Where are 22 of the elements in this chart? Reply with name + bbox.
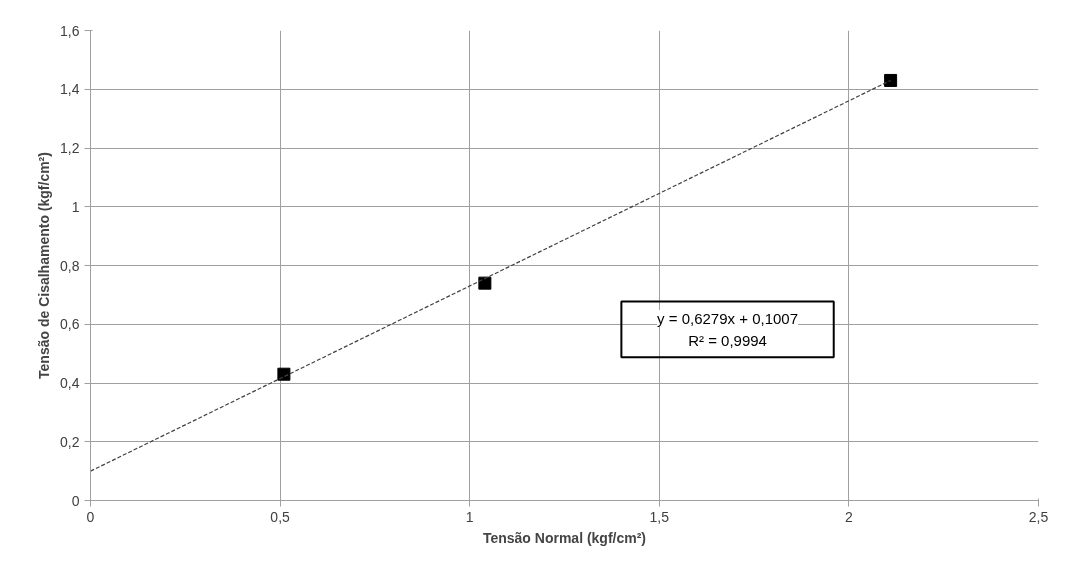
y-tick-label: 0,2 bbox=[60, 433, 80, 450]
y-tick-label: 1,4 bbox=[60, 81, 80, 98]
point bbox=[478, 276, 492, 290]
x-tick-label: 1,5 bbox=[649, 508, 670, 525]
y-tick-label: 0,6 bbox=[60, 316, 80, 333]
y-tick-label: 0,4 bbox=[60, 375, 80, 391]
y-tick-label: 0,8 bbox=[60, 257, 80, 274]
point bbox=[884, 73, 898, 87]
x-tick-label: 0 bbox=[86, 508, 95, 525]
annotation: R² = 0,9994 bbox=[688, 331, 767, 349]
x-tick-label: 0,5 bbox=[270, 508, 291, 525]
x-tick-label: 2,5 bbox=[1028, 508, 1049, 525]
x-tick-label: 2 bbox=[845, 508, 854, 525]
x-tick-label: 1 bbox=[465, 508, 474, 525]
y-tick-label: 1 bbox=[71, 198, 80, 215]
y-tick-label: 1,2 bbox=[60, 140, 80, 156]
y-axis-title: Tensão de Cisalhamento (kgf/cm²) bbox=[36, 152, 53, 379]
point bbox=[277, 367, 291, 381]
annotation: y = 0,6279x + 0,1007 bbox=[657, 309, 799, 327]
y-tick-label: 0 bbox=[71, 492, 80, 509]
y-tick-label: 1,6 bbox=[60, 22, 80, 39]
x-axis-title: Tensão Normal (kgf/cm²) bbox=[482, 529, 647, 546]
